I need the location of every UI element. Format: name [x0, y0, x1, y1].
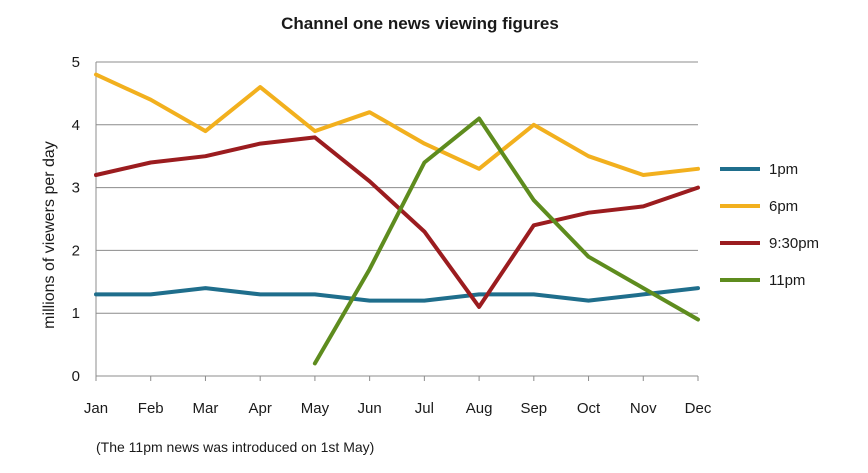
legend: 1pm 6pm 9:30pm 11pm	[720, 161, 819, 289]
x-tick-label: Aug	[466, 400, 493, 417]
series-line-1pm	[94, 286, 700, 303]
y-axis-ticks: 0 1 2 3 4 5	[72, 54, 80, 385]
series-line-6pm	[94, 72, 700, 177]
y-tick-label: 5	[72, 54, 80, 71]
x-tick-label: Apr	[249, 400, 272, 417]
legend-label: 1pm	[769, 161, 798, 178]
series-line-930pm	[94, 135, 700, 309]
y-tick-label: 4	[72, 117, 80, 134]
x-tick-label: Feb	[138, 400, 164, 417]
x-tick-label: Oct	[577, 400, 601, 417]
legend-label: 6pm	[769, 198, 798, 215]
series-line-11pm	[312, 116, 700, 366]
y-tick-label: 0	[72, 368, 80, 385]
gridlines	[96, 61, 698, 314]
x-tick-label: Nov	[630, 400, 657, 417]
legend-label: 9:30pm	[769, 235, 819, 252]
x-tick-label: Dec	[685, 400, 712, 417]
y-tick-label: 1	[72, 305, 80, 322]
x-axis-ticks: Jan Feb Mar Apr May Jun Jul Aug Sep Oct Nov Dec	[84, 376, 712, 417]
legend-label: 11pm	[769, 272, 805, 289]
x-tick-label: May	[301, 400, 330, 417]
x-tick-label: Mar	[193, 400, 219, 417]
x-tick-label: Jun	[358, 400, 382, 417]
y-tick-label: 3	[72, 180, 80, 197]
chart-annotation: (The 11pm news was introduced on 1st May…	[96, 439, 374, 455]
y-axis-label: millions of viewers per day	[41, 141, 58, 329]
x-tick-label: Jan	[84, 400, 108, 417]
series-lines	[94, 72, 700, 366]
chart-title: Channel one news viewing figures	[281, 14, 559, 33]
y-tick-label: 2	[72, 242, 80, 259]
x-tick-label: Jul	[415, 400, 434, 417]
x-tick-label: Sep	[520, 400, 547, 417]
